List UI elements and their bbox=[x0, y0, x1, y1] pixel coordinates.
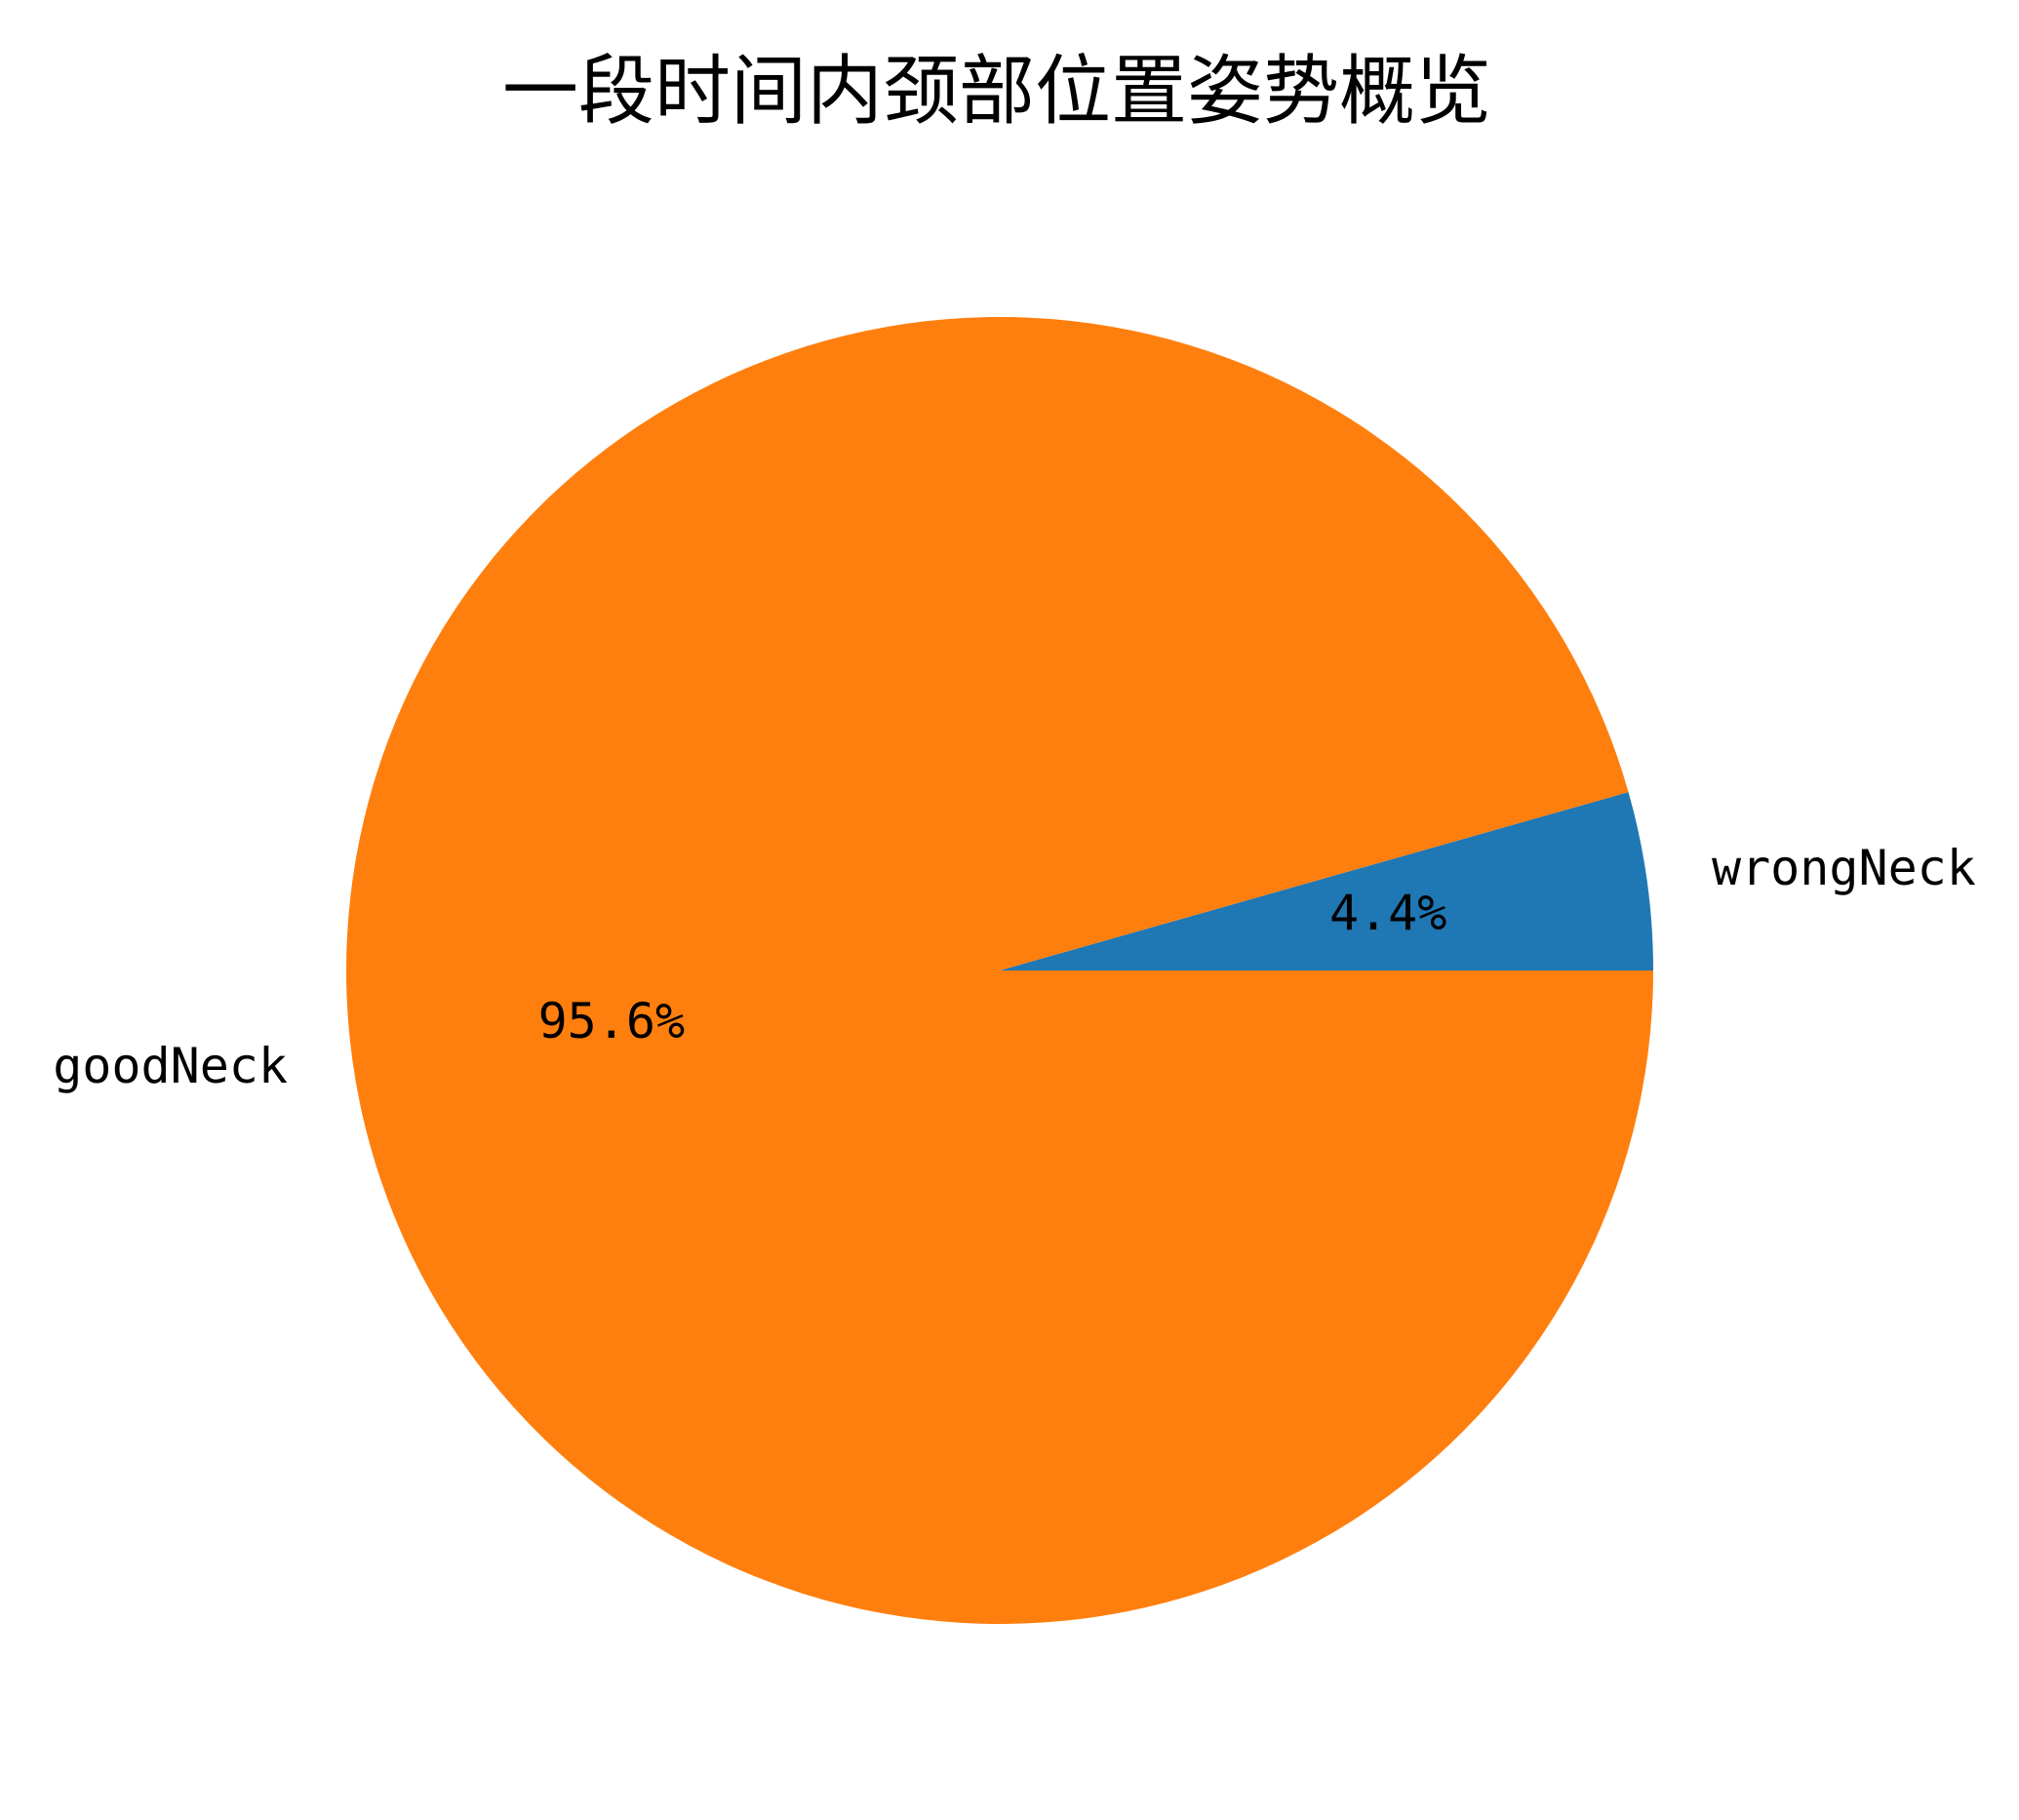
chart-title: 一段时间内颈部位置姿势概览 bbox=[502, 48, 1491, 136]
slice-label-goodNeck: goodNeck bbox=[53, 1038, 288, 1094]
pie-slice-goodNeck bbox=[346, 316, 1654, 1624]
pie-labels: wrongNeck 4.4% goodNeck 95.6% bbox=[53, 840, 1976, 1094]
slice-percent-wrongNeck: 4.4% bbox=[1329, 885, 1446, 941]
slice-percent-goodNeck: 95.6% bbox=[538, 993, 686, 1049]
pie-slice-wrongNeck bbox=[1000, 792, 1653, 970]
pie-slices bbox=[346, 316, 1654, 1624]
slice-label-wrongNeck: wrongNeck bbox=[1712, 840, 1976, 896]
